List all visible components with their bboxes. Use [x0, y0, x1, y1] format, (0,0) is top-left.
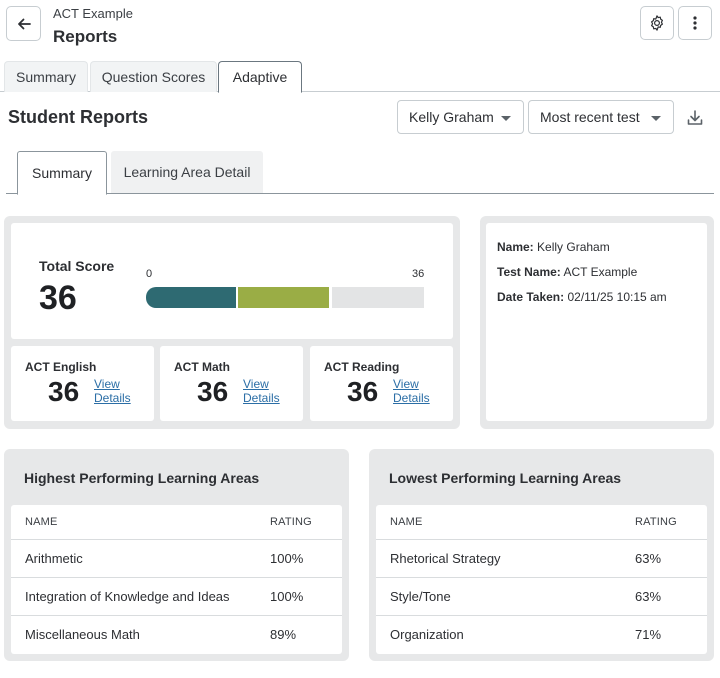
tab-question-scores[interactable]: Question Scores: [90, 61, 217, 92]
download-button[interactable]: [682, 105, 708, 131]
highest-performing-panel: Highest Performing Learning Areas NAME R…: [4, 449, 349, 661]
table-row: Arithmetic 100%: [11, 540, 342, 578]
table-row: Organization 71%: [376, 616, 707, 654]
subject-score: 36: [48, 376, 80, 407]
learning-area-name: Miscellaneous Math: [25, 627, 140, 642]
view-details-link[interactable]: View Details: [243, 377, 280, 405]
lowest-performing-panel: Lowest Performing Learning Areas NAME RA…: [369, 449, 714, 661]
score-bar-segment-english: [146, 287, 236, 308]
learning-area-name: Rhetorical Strategy: [390, 551, 501, 566]
score-bar-min: 0: [146, 268, 153, 280]
score-bar-max: 36: [412, 268, 425, 280]
view-details-link[interactable]: View Details: [393, 377, 430, 405]
table-row: Miscellaneous Math 89%: [11, 616, 342, 654]
settings-button[interactable]: [640, 6, 674, 40]
subject-label: ACT Reading: [324, 360, 400, 374]
learning-area-rating: 89%: [270, 627, 297, 642]
learning-area-table: NAME RATING Arithmetic 100% Integration …: [11, 505, 342, 654]
more-vertical-icon: [693, 16, 697, 30]
total-score-card: Total Score 36 0 36: [11, 223, 453, 339]
subject-label: ACT Math: [174, 360, 230, 374]
view-details-link[interactable]: View Details: [94, 377, 131, 405]
learning-area-name: Organization: [390, 627, 464, 642]
panel-title: Highest Performing Learning Areas: [24, 470, 260, 486]
total-score-label: Total Score: [39, 258, 115, 274]
breadcrumb: ACT Example: [53, 6, 133, 21]
chevron-down-icon: [651, 116, 661, 121]
subtab-summary[interactable]: Summary: [17, 151, 107, 195]
subtab-learning-area-detail[interactable]: Learning Area Detail: [111, 151, 263, 193]
total-score-value: 36: [39, 279, 77, 317]
arrow-left-icon: [17, 18, 31, 29]
download-icon: [687, 110, 703, 125]
learning-area-name: Integration of Knowledge and Ideas: [25, 589, 230, 604]
subject-card-math: ACT Math 36 View Details: [160, 346, 303, 421]
score-bar-segment-reading: [332, 287, 424, 308]
test-info-panel: Name: Kelly Graham Test Name: ACT Exampl…: [480, 216, 714, 429]
column-header-name: NAME: [390, 516, 423, 528]
section-title: Student Reports: [8, 107, 149, 127]
page-title: Reports: [53, 27, 118, 46]
learning-area-rating: 63%: [635, 589, 662, 604]
info-name: Name: Kelly Graham: [497, 240, 610, 254]
learning-area-rating: 71%: [635, 627, 662, 642]
score-bar-segment-math: [238, 287, 329, 308]
table-header: NAME RATING: [376, 505, 707, 540]
learning-area-name: Arithmetic: [25, 551, 83, 566]
student-select-value: Kelly Graham: [409, 109, 494, 125]
chevron-down-icon: [501, 116, 511, 121]
subject-label: ACT English: [25, 360, 97, 374]
column-header-rating: RATING: [635, 516, 677, 528]
test-select-value: Most recent test: [540, 109, 640, 125]
score-panel: Total Score 36 0 36 ACT English 36 View …: [4, 216, 460, 429]
table-row: Style/Tone 63%: [376, 578, 707, 616]
table-row: Rhetorical Strategy 63%: [376, 540, 707, 578]
subject-card-english: ACT English 36 View Details: [11, 346, 154, 421]
subject-score: 36: [197, 376, 229, 407]
learning-area-rating: 100%: [270, 551, 304, 566]
score-bar: [146, 287, 424, 308]
panel-title: Lowest Performing Learning Areas: [389, 470, 622, 486]
info-date-taken: Date Taken: 02/11/25 10:15 am: [497, 290, 667, 304]
back-button[interactable]: [6, 6, 41, 41]
report-tabs: Summary Question Scores Adaptive: [0, 59, 720, 93]
table-row: Integration of Knowledge and Ideas 100%: [11, 578, 342, 616]
info-test-name: Test Name: ACT Example: [497, 265, 638, 279]
tab-summary[interactable]: Summary: [4, 61, 88, 92]
gear-icon: [651, 15, 663, 31]
test-select[interactable]: Most recent test: [528, 100, 674, 134]
column-header-rating: RATING: [270, 516, 312, 528]
table-header: NAME RATING: [11, 505, 342, 540]
subject-card-reading: ACT Reading 36 View Details: [310, 346, 453, 421]
summary-subtabs: Summary Learning Area Detail: [6, 150, 714, 195]
learning-area-name: Style/Tone: [390, 589, 451, 604]
learning-area-rating: 63%: [635, 551, 662, 566]
learning-area-table: NAME RATING Rhetorical Strategy 63% Styl…: [376, 505, 707, 654]
subject-score: 36: [347, 376, 379, 407]
student-select[interactable]: Kelly Graham: [397, 100, 524, 134]
column-header-name: NAME: [25, 516, 58, 528]
learning-area-rating: 100%: [270, 589, 304, 604]
tab-adaptive[interactable]: Adaptive: [218, 61, 302, 93]
more-options-button[interactable]: [678, 6, 712, 40]
test-info-card: Name: Kelly Graham Test Name: ACT Exampl…: [486, 223, 707, 421]
